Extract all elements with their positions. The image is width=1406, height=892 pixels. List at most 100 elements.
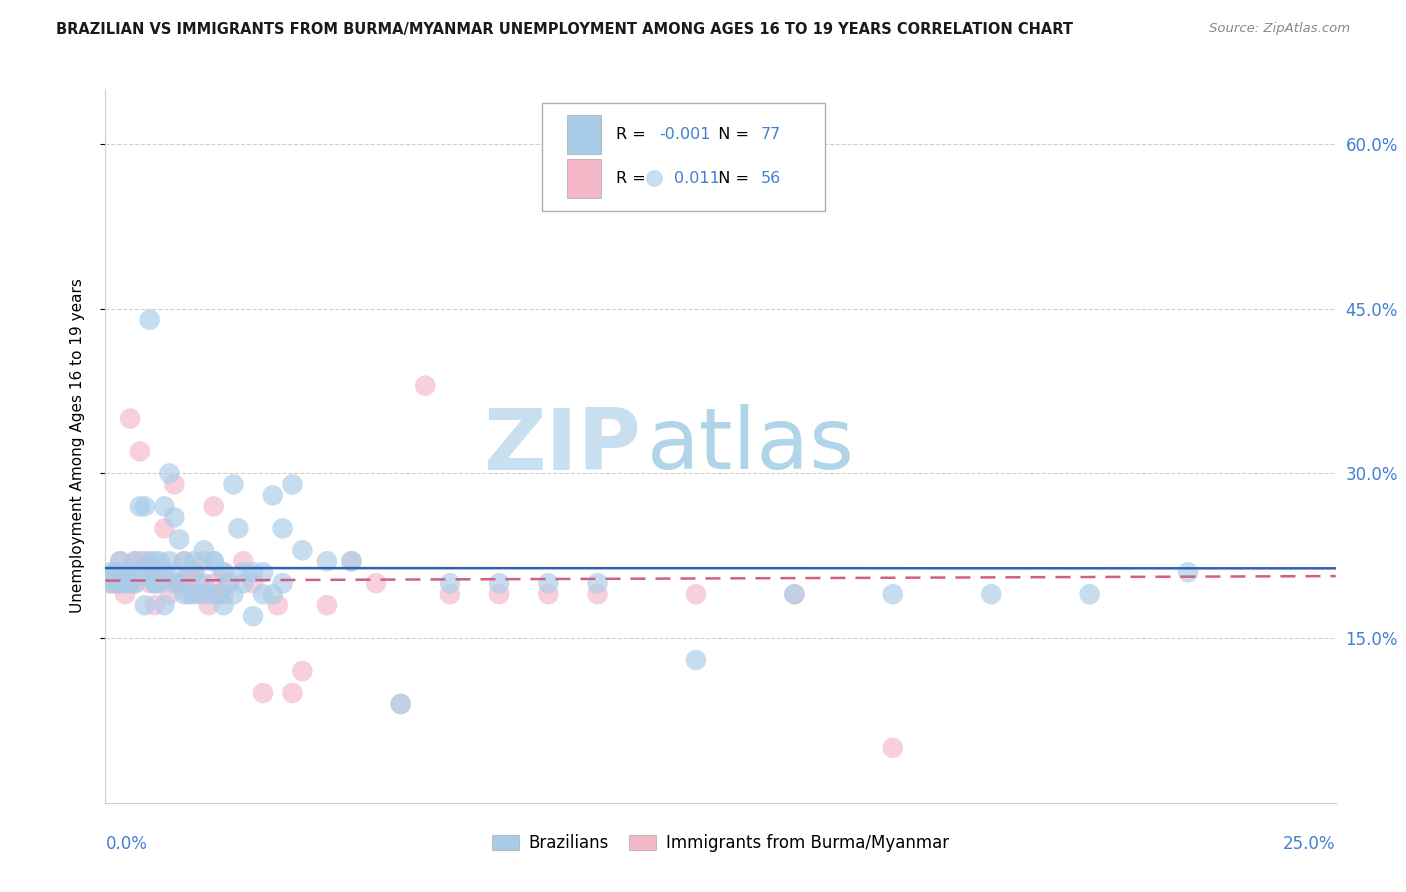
Point (163, 566, 186, 580)
Point (120, 566, 141, 580)
Point (104, 566, 127, 580)
Point (169, 576, 191, 591)
Point (134, 500, 156, 514)
Point (212, 566, 235, 580)
Point (252, 566, 274, 580)
Point (134, 566, 156, 580)
Point (271, 576, 294, 591)
Point (153, 566, 176, 580)
Point (124, 554, 146, 568)
Text: N =: N = (709, 171, 755, 186)
Point (120, 576, 141, 591)
Text: ZIP: ZIP (482, 404, 641, 488)
Point (389, 697, 412, 711)
Point (212, 598, 235, 612)
Point (138, 576, 162, 591)
Point (143, 566, 166, 580)
Text: N =: N = (709, 127, 755, 142)
Point (1177, 566, 1199, 580)
Point (98, 566, 122, 580)
Point (124, 554, 146, 568)
Point (149, 576, 172, 591)
Point (143, 554, 166, 568)
Point (159, 587, 180, 601)
Point (685, 587, 707, 601)
Point (153, 500, 176, 514)
Point (218, 576, 240, 591)
Point (110, 554, 132, 568)
Point (439, 576, 461, 591)
Text: 0.0%: 0.0% (105, 835, 148, 853)
Point (129, 554, 152, 568)
Text: 25.0%: 25.0% (1284, 835, 1336, 853)
Point (315, 598, 337, 612)
Point (143, 598, 166, 612)
Point (104, 566, 127, 580)
Point (114, 576, 136, 591)
Point (193, 554, 215, 568)
Point (252, 587, 274, 601)
Point (193, 576, 215, 591)
Text: -0.001: -0.001 (659, 127, 710, 142)
Point (153, 521, 176, 535)
FancyBboxPatch shape (543, 103, 825, 211)
Point (537, 587, 560, 601)
Point (242, 566, 264, 580)
Point (232, 566, 254, 580)
Bar (567, 159, 602, 198)
Point (281, 477, 304, 491)
Point (104, 576, 127, 591)
Point (120, 576, 141, 591)
Point (202, 576, 225, 591)
Point (232, 576, 254, 591)
Point (783, 587, 806, 601)
Point (138, 312, 162, 326)
Point (153, 598, 176, 612)
Point (1078, 587, 1101, 601)
Point (124, 576, 146, 591)
Point (222, 587, 245, 601)
Point (315, 554, 337, 568)
Point (281, 686, 304, 700)
Point (439, 587, 461, 601)
Point (586, 576, 609, 591)
Point (340, 554, 363, 568)
Point (228, 521, 250, 535)
Text: R =: R = (616, 171, 651, 186)
Point (134, 598, 156, 612)
Legend: Brazilians, Immigrants from Burma/Myanmar: Brazilians, Immigrants from Burma/Myanma… (485, 828, 956, 859)
Point (193, 543, 215, 558)
Point (120, 411, 141, 425)
Point (129, 444, 152, 458)
Point (188, 587, 211, 601)
Point (193, 587, 215, 601)
Point (212, 566, 235, 580)
Point (202, 500, 225, 514)
Point (208, 587, 231, 601)
Point (163, 477, 186, 491)
Point (267, 598, 290, 612)
Point (129, 500, 152, 514)
Point (218, 576, 240, 591)
Point (114, 566, 136, 580)
Point (252, 686, 274, 700)
Point (685, 653, 707, 667)
Point (262, 488, 284, 502)
Point (159, 467, 180, 481)
Point (149, 554, 172, 568)
Point (183, 587, 205, 601)
Point (212, 587, 235, 601)
Point (173, 576, 195, 591)
Point (366, 576, 388, 591)
Text: 77: 77 (761, 127, 782, 142)
Point (488, 587, 510, 601)
Point (134, 566, 156, 580)
Point (389, 697, 412, 711)
Point (163, 510, 186, 524)
Text: R =: R = (616, 127, 651, 142)
Point (114, 587, 136, 601)
Point (169, 533, 191, 547)
Text: atlas: atlas (647, 404, 855, 488)
Point (291, 664, 314, 678)
Point (124, 576, 146, 591)
